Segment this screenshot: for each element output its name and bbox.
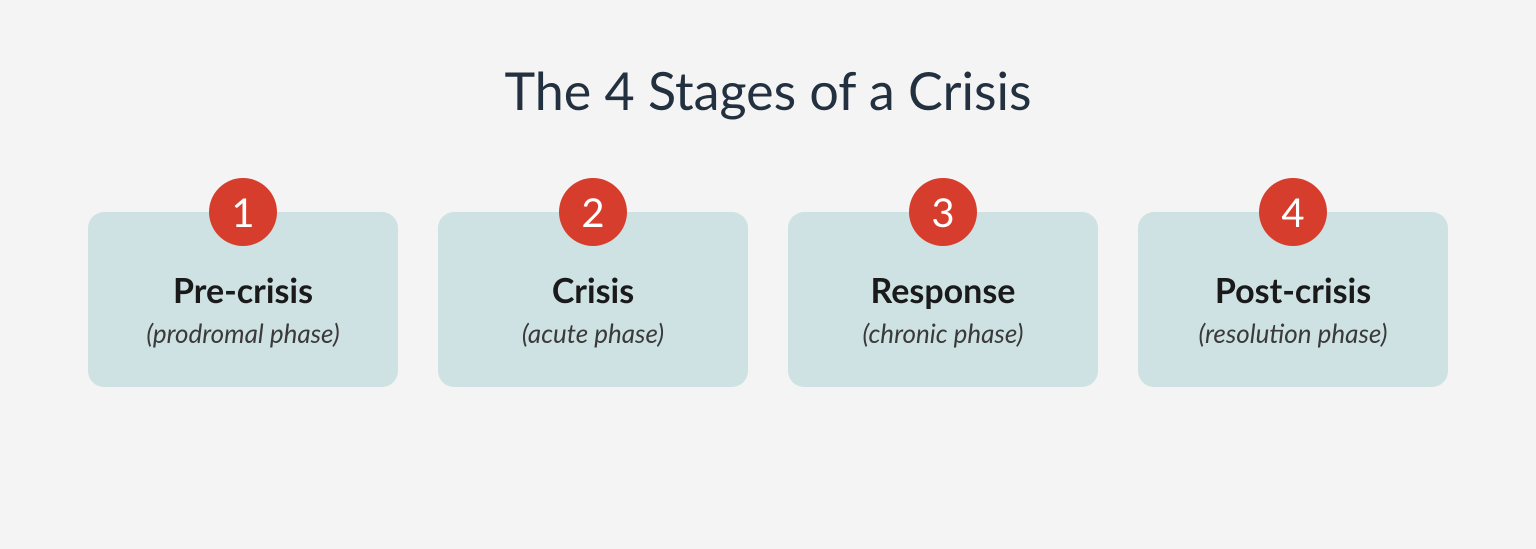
- stages-row: 1 Pre-crisis (prodromal phase) 2 Crisis …: [80, 212, 1456, 387]
- stage-badge-3: 3: [909, 178, 977, 246]
- stage-card-2: 2 Crisis (acute phase): [438, 212, 748, 387]
- stage-badge-4: 4: [1259, 178, 1327, 246]
- stage-subtitle: (prodromal phase): [146, 317, 339, 349]
- stage-subtitle: (resolution phase): [1199, 317, 1388, 349]
- stage-number: 3: [931, 188, 954, 236]
- infographic-title: The 4 Stages of a Crisis: [504, 60, 1031, 122]
- stage-subtitle: (chronic phase): [862, 317, 1023, 349]
- stage-subtitle: (acute phase): [522, 317, 664, 349]
- stage-card-3: 3 Response (chronic phase): [788, 212, 1098, 387]
- stage-number: 1: [231, 188, 254, 236]
- stage-badge-1: 1: [209, 178, 277, 246]
- stage-number: 4: [1281, 188, 1304, 236]
- stage-title: Post-crisis: [1215, 270, 1371, 311]
- stage-title: Crisis: [552, 270, 634, 311]
- stage-badge-2: 2: [559, 178, 627, 246]
- stage-title: Pre-crisis: [173, 270, 313, 311]
- infographic-container: The 4 Stages of a Crisis 1 Pre-crisis (p…: [0, 0, 1536, 549]
- stage-number: 2: [581, 188, 604, 236]
- stage-title: Response: [871, 270, 1016, 311]
- stage-card-4: 4 Post-crisis (resolution phase): [1138, 212, 1448, 387]
- stage-card-1: 1 Pre-crisis (prodromal phase): [88, 212, 398, 387]
